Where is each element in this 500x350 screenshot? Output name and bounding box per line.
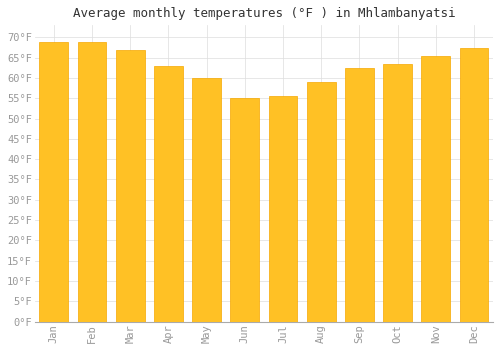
- Bar: [307, 82, 336, 322]
- Bar: [40, 42, 68, 322]
- Title: Average monthly temperatures (°F ) in Mhlambanyatsi: Average monthly temperatures (°F ) in Mh…: [72, 7, 455, 20]
- Bar: [422, 56, 450, 322]
- Bar: [192, 78, 221, 322]
- Bar: [345, 68, 374, 322]
- Bar: [154, 66, 182, 322]
- Bar: [116, 50, 144, 322]
- Bar: [268, 96, 298, 322]
- Bar: [383, 64, 412, 322]
- Bar: [230, 98, 259, 322]
- Bar: [460, 48, 488, 322]
- Bar: [78, 42, 106, 322]
